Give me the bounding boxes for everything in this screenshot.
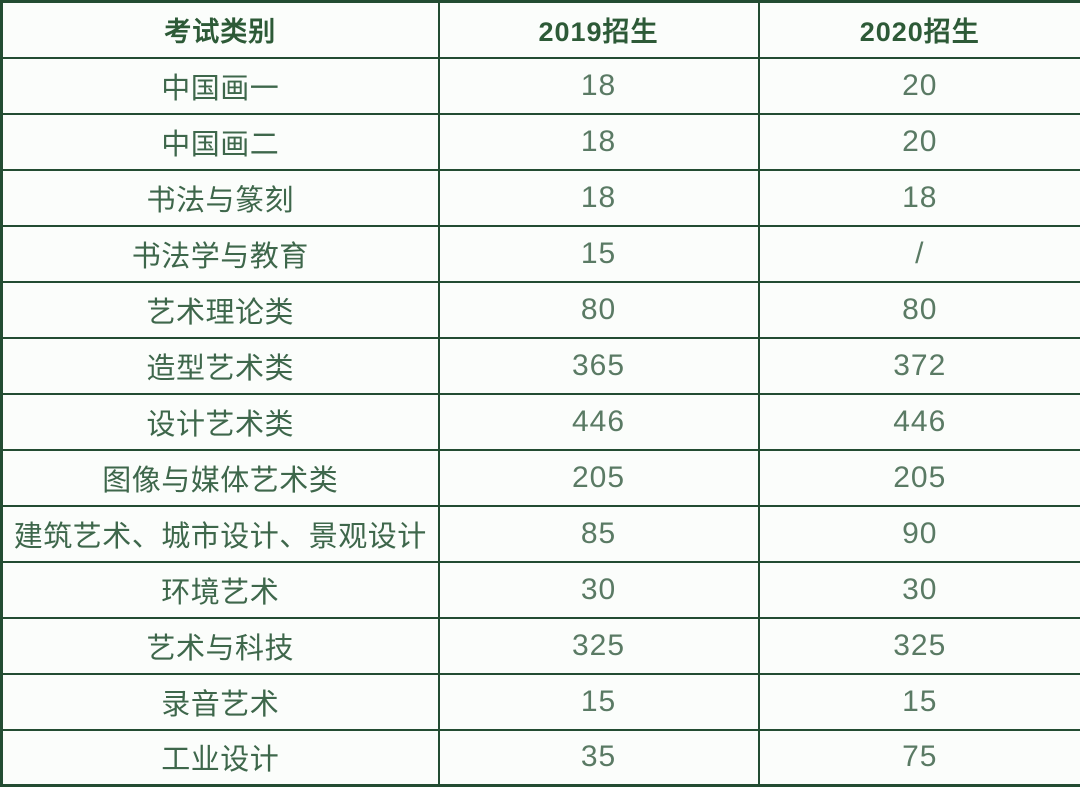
table-row: 艺术与科技 325 325	[2, 618, 1080, 674]
admissions-2020-cell: 446	[759, 394, 1080, 450]
exam-category-cell: 中国画二	[2, 114, 439, 170]
admissions-2020-cell: 80	[759, 282, 1080, 338]
table-row: 图像与媒体艺术类 205 205	[2, 450, 1080, 506]
admissions-2020-cell: 75	[759, 730, 1080, 786]
admissions-2019-cell: 35	[439, 730, 759, 786]
admissions-2019-cell: 205	[439, 450, 759, 506]
admissions-2020-cell: 20	[759, 114, 1080, 170]
admissions-2020-cell: 30	[759, 562, 1080, 618]
table-row: 录音艺术 15 15	[2, 674, 1080, 730]
table-row: 建筑艺术、城市设计、景观设计 85 90	[2, 506, 1080, 562]
table-row: 艺术理论类 80 80	[2, 282, 1080, 338]
exam-category-cell: 环境艺术	[2, 562, 439, 618]
admissions-2019-cell: 446	[439, 394, 759, 450]
admissions-2020-cell: 90	[759, 506, 1080, 562]
exam-category-cell: 建筑艺术、城市设计、景观设计	[2, 506, 439, 562]
header-row: 考试类别 2019招生 2020招生	[2, 2, 1080, 58]
column-header-2019-admissions: 2019招生	[439, 2, 759, 58]
table-row: 工业设计 35 75	[2, 730, 1080, 786]
admissions-2019-cell: 365	[439, 338, 759, 394]
exam-category-cell: 书法学与教育	[2, 226, 439, 282]
admissions-2020-cell: 15	[759, 674, 1080, 730]
table-body: 中国画一 18 20 中国画二 18 20 书法与篆刻 18 18 书法学与教育…	[2, 58, 1080, 786]
admissions-2019-cell: 18	[439, 114, 759, 170]
table-row: 造型艺术类 365 372	[2, 338, 1080, 394]
admissions-2019-cell: 15	[439, 674, 759, 730]
exam-category-cell: 中国画一	[2, 58, 439, 114]
exam-category-cell: 设计艺术类	[2, 394, 439, 450]
admissions-2020-cell: 325	[759, 618, 1080, 674]
admissions-2020-cell: 18	[759, 170, 1080, 226]
table-row: 设计艺术类 446 446	[2, 394, 1080, 450]
exam-category-cell: 艺术与科技	[2, 618, 439, 674]
admissions-2019-cell: 18	[439, 58, 759, 114]
exam-category-cell: 造型艺术类	[2, 338, 439, 394]
column-header-2020-admissions: 2020招生	[759, 2, 1080, 58]
admissions-2019-cell: 15	[439, 226, 759, 282]
exam-category-cell: 录音艺术	[2, 674, 439, 730]
admissions-2019-cell: 325	[439, 618, 759, 674]
table-row: 中国画二 18 20	[2, 114, 1080, 170]
admissions-2019-cell: 30	[439, 562, 759, 618]
exam-category-cell: 书法与篆刻	[2, 170, 439, 226]
admissions-2020-cell: /	[759, 226, 1080, 282]
admissions-2020-cell: 372	[759, 338, 1080, 394]
table-row: 环境艺术 30 30	[2, 562, 1080, 618]
admissions-2019-cell: 18	[439, 170, 759, 226]
column-header-exam-category: 考试类别	[2, 2, 439, 58]
admissions-2020-cell: 205	[759, 450, 1080, 506]
table-row: 书法与篆刻 18 18	[2, 170, 1080, 226]
table-row: 书法学与教育 15 /	[2, 226, 1080, 282]
exam-category-cell: 艺术理论类	[2, 282, 439, 338]
table-row: 中国画一 18 20	[2, 58, 1080, 114]
admissions-2019-cell: 85	[439, 506, 759, 562]
admissions-2020-cell: 20	[759, 58, 1080, 114]
exam-category-cell: 工业设计	[2, 730, 439, 786]
exam-category-cell: 图像与媒体艺术类	[2, 450, 439, 506]
admissions-2019-cell: 80	[439, 282, 759, 338]
